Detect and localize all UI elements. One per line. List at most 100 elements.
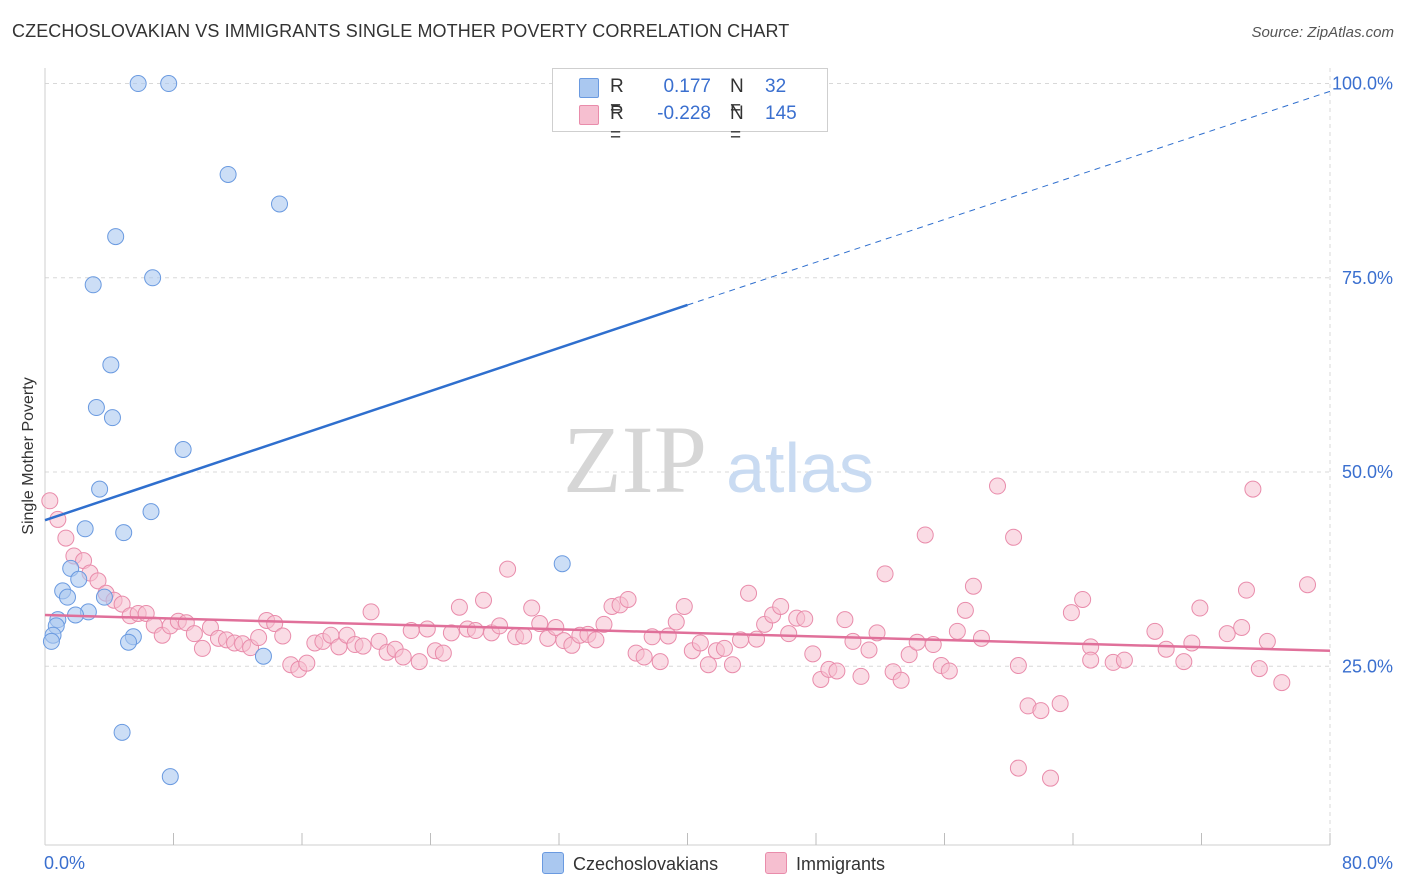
czechoslovakians-point [142,503,160,521]
immigrants-point [772,597,790,615]
czechoslovakians-point [161,768,179,786]
legend-n-label: N = [730,76,744,119]
legend-label: Immigrants [796,854,886,874]
legend-item-czechoslovakians: Czechoslovakians [542,852,718,875]
immigrants-point [635,648,653,666]
czechoslovakians-point [107,228,125,246]
immigrants-point [1115,651,1133,669]
immigrants-point [1157,640,1175,658]
immigrants-point [1299,576,1317,594]
immigrants-point [515,627,533,645]
x-tick-label-max: 80.0% [1342,853,1393,873]
immigrants-point [266,615,284,633]
immigrants-point [1273,674,1291,692]
immigrants-point [1009,657,1027,675]
y-tick-label: 25.0% [1342,656,1393,676]
czechoslovakians-point [91,480,109,498]
czechoslovakians-point [553,555,571,573]
immigrants-point [250,629,268,647]
immigrants-point [948,622,966,640]
immigrants-point [450,598,468,616]
immigrants-point [1082,651,1100,669]
immigrants-point [956,601,974,619]
y-tick-label: 75.0% [1342,268,1393,288]
immigrants-point [780,625,798,643]
immigrants-point [1258,632,1276,650]
legend-swatch-pink [765,852,787,874]
immigrants-trend-line [44,613,1331,652]
immigrants-point [193,639,211,657]
immigrants-point [828,662,846,680]
immigrants-point [836,611,854,629]
czechoslovakians-point [160,75,178,93]
immigrants-point [595,615,613,633]
immigrants-point [916,526,934,544]
immigrants-point [394,648,412,666]
y-tick-label: 100.0% [1332,74,1393,94]
immigrants-point [418,620,436,638]
immigrants-point [41,492,59,510]
legend-r-value: 0.177 [663,76,711,97]
tick-labels: 25.0% 50.0% 75.0% 100.0% 0.0% 80.0% [44,74,1393,873]
legend-stats: R = 0.177 N = 32 R = -0.228 N = 145 [552,68,828,146]
czechoslovakians-point [84,276,102,294]
immigrants-point [1074,590,1092,608]
immigrants-point [723,656,741,674]
immigrants-point [740,584,758,602]
immigrants-point [1244,480,1262,498]
immigrants-point [587,631,605,649]
immigrants-point [619,590,637,608]
immigrants-point [298,654,316,672]
watermark-atlas: atlas [726,429,874,507]
czechoslovakians-point [174,441,192,459]
legend-r-label: R = [610,76,624,119]
legend-label: Czechoslovakians [573,854,719,874]
czechoslovakians-point [103,409,121,427]
immigrants-point [715,639,733,657]
immigrants-point [804,645,822,663]
czechoslovakians-point [87,399,105,417]
czechoslovakians-point [70,570,88,588]
czechoslovakians-point [115,524,133,542]
immigrants-point [972,629,990,647]
immigrants-point [1062,604,1080,622]
immigrants-point [667,613,685,631]
immigrants-point [892,671,910,689]
immigrants-point [1250,660,1268,678]
immigrants-point [434,644,452,662]
czechoslovakians-point [219,165,237,183]
immigrants-point [523,599,541,617]
czechoslovakians-point [271,195,289,213]
immigrants-point [1009,759,1027,777]
immigrants-point [354,637,372,655]
axes [44,68,1331,846]
legend-n-value: 145 [765,103,797,124]
immigrants-points [41,477,1317,787]
immigrants-point [675,597,693,615]
y-tick-label: 50.0% [1342,462,1393,482]
immigrants-point [691,634,709,652]
czechoslovakians-point [254,647,272,665]
immigrants-point [1191,599,1209,617]
immigrants-point [547,618,565,636]
immigrants-point [410,653,428,671]
immigrants-point [1042,769,1060,787]
immigrants-point [964,577,982,595]
immigrants-point [860,641,878,659]
czechoslovakians-point [120,633,138,651]
legend-n-value: 32 [765,76,787,97]
immigrants-point [651,653,669,671]
legend-r-value: -0.228 [657,103,711,124]
legend-swatch-blue [579,78,599,98]
immigrants-point [466,622,484,640]
source-label: Source: ZipAtlas.com [1251,24,1394,41]
czechoslovakians-point [42,632,60,650]
legend-r-label: R = [610,103,624,146]
immigrants-point [1218,625,1236,643]
immigrants-point [1237,581,1255,599]
czechoslovakians-point [144,269,162,287]
immigrants-point [852,667,870,685]
immigrants-point [699,656,717,674]
immigrants-point [185,625,203,643]
